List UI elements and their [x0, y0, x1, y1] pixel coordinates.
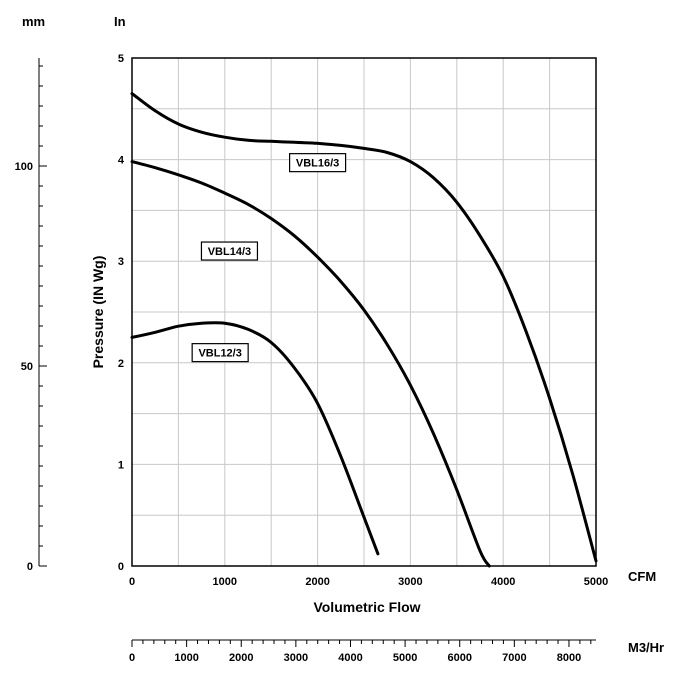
x-tick-label: 2000: [305, 576, 329, 588]
left-axis-tick-label: 0: [27, 561, 33, 573]
bottom-axis-tick-label: 3000: [284, 652, 308, 664]
bottom-axis-tick-label: 0: [129, 652, 135, 664]
y-tick-label: 1: [118, 459, 124, 471]
curve-label: VBL14/3: [208, 246, 251, 258]
y-tick-label: 0: [118, 561, 124, 573]
bottom-axis-minor-ticks: [131, 640, 592, 647]
curve-label: VBL16/3: [296, 158, 339, 170]
curve-label-box: [191, 343, 249, 363]
left-axis-minor-ticks: [39, 65, 47, 567]
y-tick-label: 3: [118, 256, 124, 268]
series-line-vbl12-3: [130, 321, 380, 556]
x-tick-label: 4000: [491, 576, 515, 588]
series-group: [130, 92, 598, 568]
x-axis-ticks: 0 1000 2000 3000 4000 5000: [129, 576, 608, 588]
y-tick-label: 4: [118, 155, 125, 167]
left-axis-ticks: 0 50 100: [15, 161, 33, 573]
left-axis-tick-label: 100: [15, 161, 33, 173]
bottom-axis-tick-label: 4000: [338, 652, 362, 664]
curve-label-box: [289, 153, 347, 173]
bottom-axis-tick-label: 5000: [393, 652, 417, 664]
bottom-axis-tick-label: 6000: [447, 652, 471, 664]
x-tick-label: 3000: [398, 576, 422, 588]
bottom-axis-tick-label: 1000: [174, 652, 198, 664]
y-axis-title: Pressure (IN Wg): [90, 256, 106, 369]
bottom-axis-unit: M3/Hr: [628, 640, 664, 655]
left-axis-unit: mm: [22, 14, 45, 29]
series-line-vbl16-3: [130, 92, 598, 563]
bottom-axis-tick-label: 8000: [557, 652, 581, 664]
series-line-vbl14-3: [130, 160, 491, 568]
curve-label-box: [200, 241, 259, 261]
bottom-axis-tick-label: 7000: [502, 652, 526, 664]
y-tick-label: 2: [118, 358, 124, 370]
curve-label: VBL12/3: [198, 348, 241, 360]
y-axis-ticks: 0 1 2 3 4 5: [118, 53, 125, 573]
bottom-axis-tick-label: 2000: [229, 652, 253, 664]
left-axis-tick-label: 50: [21, 361, 33, 373]
x-tick-label: 0: [129, 576, 135, 588]
x-axis-unit: CFM: [628, 569, 656, 584]
y-tick-label: 5: [118, 53, 124, 65]
plot-frame: [131, 57, 597, 567]
bottom-axis-ticks: 0 1000 2000 3000 4000 5000 6000 7000 8000: [129, 652, 581, 664]
curve-labels: VBL16/3 VBL14/3 VBL12/3: [191, 153, 347, 363]
y-axis-unit-label: In: [114, 14, 126, 29]
x-axis-title: Volumetric Flow: [313, 599, 420, 615]
x-tick-label: 1000: [213, 576, 237, 588]
x-tick-label: 5000: [584, 576, 608, 588]
